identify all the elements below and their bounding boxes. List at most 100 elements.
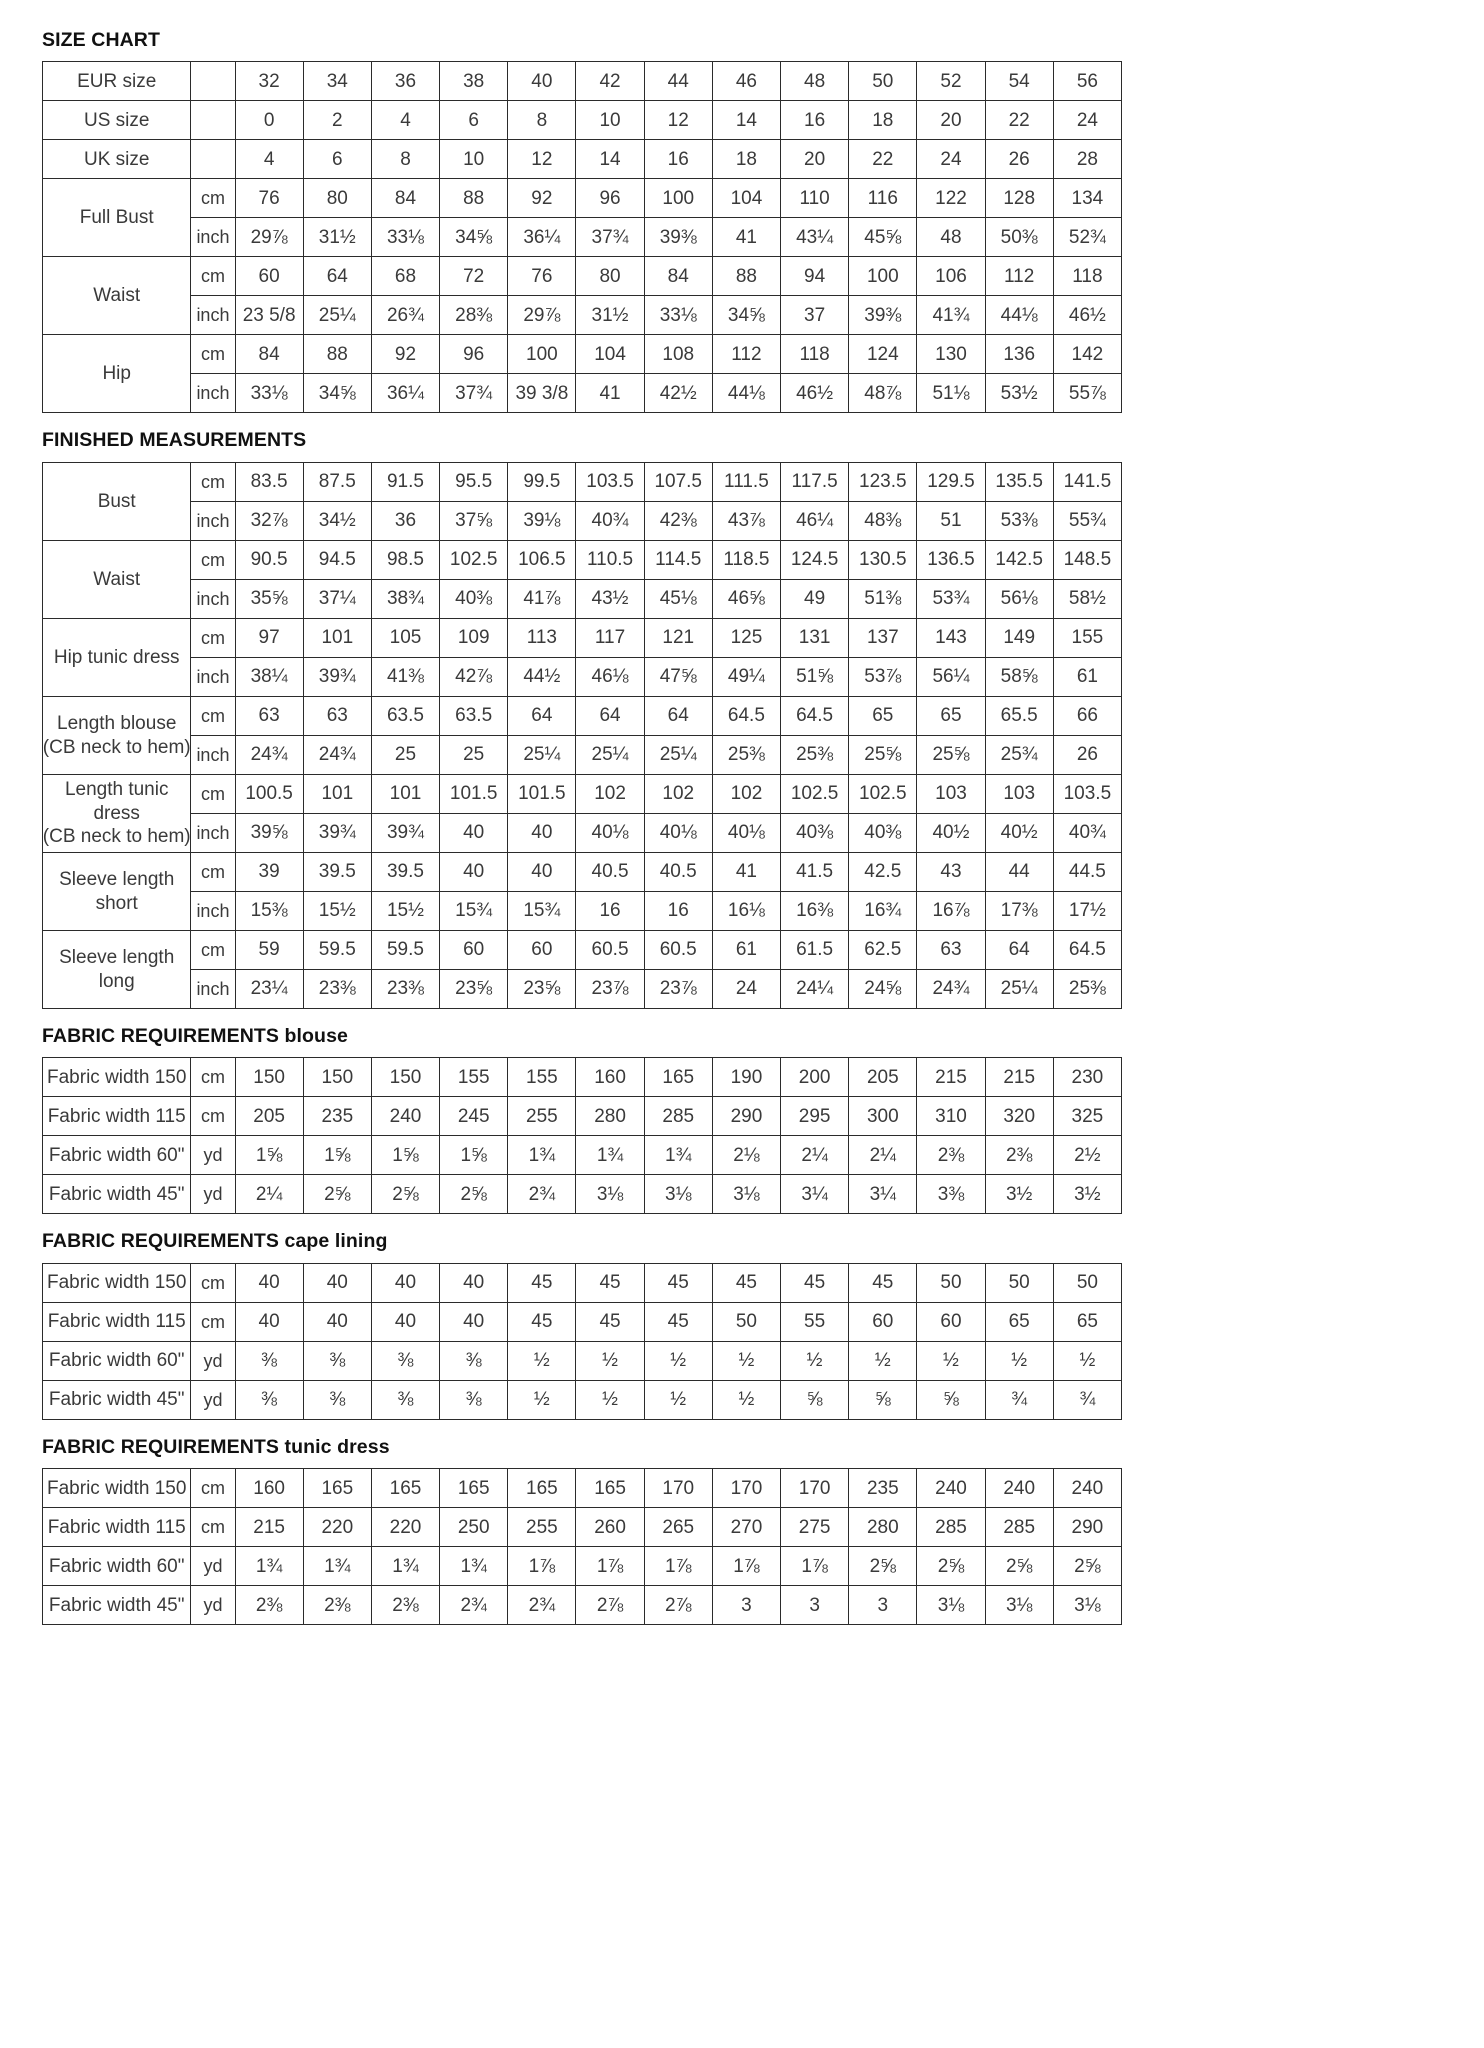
cell-value: 25⅝	[916, 734, 986, 775]
cell-value: 26¾	[370, 295, 441, 336]
section-title-main: FINISHED MEASUREMENTS	[42, 429, 307, 452]
cell-value: ½	[575, 1379, 645, 1420]
cell-value: 170	[780, 1468, 850, 1509]
cell-value: 1⅝	[370, 1135, 441, 1176]
row-label-line: dress	[93, 802, 140, 824]
cell-value: 40⅛	[643, 812, 713, 853]
cell-value: 28⅜	[439, 295, 509, 336]
row-unit: inch	[190, 656, 236, 697]
cell-value: 37¾	[575, 217, 645, 258]
table-row: US size 0 2 4 6 8 10 12 14 16 18 20 22 24	[41, 100, 1123, 141]
cell-value: ½	[848, 1340, 918, 1381]
cell-value: 16	[643, 890, 713, 931]
cell-value: 39⅝	[234, 812, 304, 853]
cell-value: 39¾	[302, 656, 372, 697]
cell-value: 15½	[370, 890, 441, 931]
table-row: inch 23¼ 23⅜ 23⅜ 23⅝ 23⅝ 23⅞ 23⅞ 24 24¼ 24⅝ 24¾ 25¼ 2…	[43, 968, 1123, 1009]
cell-value: 1⅞	[780, 1546, 850, 1587]
cell-value: 3⅜	[916, 1174, 986, 1215]
cell-value: 41¾	[916, 295, 986, 336]
cell-value: 46⅛	[575, 656, 645, 697]
cell-value: 64	[643, 695, 713, 736]
cell-value: 43½	[575, 578, 645, 619]
cell-value: 1¾	[575, 1135, 645, 1176]
cell-value: 2	[302, 100, 372, 141]
row-unit: cm	[190, 461, 236, 502]
cell-value: 40	[234, 1301, 304, 1342]
cell-value: 61	[1052, 656, 1123, 697]
cell-value: 255	[507, 1507, 577, 1548]
row-unit	[190, 61, 236, 102]
cell-value: 15¾	[439, 890, 509, 931]
cell-value: 63	[302, 695, 372, 736]
cell-value: 51⅝	[780, 656, 850, 697]
cell-value: ½	[711, 1379, 782, 1420]
cell-value: 24	[711, 968, 782, 1009]
cell-value: 23⅝	[439, 968, 509, 1009]
cell-value: 45	[848, 1262, 918, 1303]
table-row: Fabric width 60" yd 1⅝ 1⅝ 1⅝ 1⅝ 1¾ 1¾ 1¾ 2⅛ 2¼ 2¼ 2⅜…	[41, 1135, 1123, 1176]
cell-value: 55	[780, 1301, 850, 1342]
cell-value: 20	[916, 100, 986, 141]
section-title-suffix: blouse	[284, 1024, 348, 1047]
row-label: Fabric width 45"	[41, 1379, 192, 1420]
cell-value: 2⅜	[234, 1585, 304, 1626]
cell-value: 59.5	[302, 929, 372, 970]
table-row: Fabric width 115 cm 215 220 220 250 255 260 265 2…	[41, 1507, 1123, 1548]
cell-value: 36	[370, 61, 441, 102]
cell-value: 15¾	[507, 890, 577, 931]
cell-value: ⅜	[439, 1379, 509, 1420]
cell-value: 2¾	[507, 1174, 577, 1215]
cell-value: 24¾	[302, 734, 372, 775]
cell-value: 98.5	[370, 539, 441, 580]
cell-value: 1⅞	[643, 1546, 713, 1587]
cell-value: 94.5	[302, 539, 372, 580]
cell-value: 2⅝	[916, 1546, 986, 1587]
cell-value: ⅜	[234, 1379, 304, 1420]
cell-value: 64.5	[1052, 929, 1123, 970]
cell-value: 295	[780, 1096, 850, 1137]
cell-value: 24¼	[780, 968, 850, 1009]
cell-value: 23 5/8	[234, 295, 304, 336]
row-unit: cm	[190, 334, 236, 375]
cell-value: 25⅜	[711, 734, 782, 775]
row-unit: yd	[190, 1340, 236, 1381]
cell-value: 4	[370, 100, 441, 141]
row-label: Fabric width 115	[41, 1507, 192, 1548]
cell-value: 100	[507, 334, 577, 375]
row-unit: yd	[190, 1379, 236, 1420]
cell-value: 16¾	[848, 890, 918, 931]
cell-value: 155	[507, 1057, 577, 1098]
row-unit: inch	[190, 500, 236, 541]
cell-value: 104	[711, 178, 782, 219]
table-wrapper-size-chart: EUR size 32 34 36 38 40 42 44 46 48 50 52 54 56 US siz…	[41, 61, 1444, 414]
cell-value: 18	[848, 100, 918, 141]
cell-value: 130	[916, 334, 986, 375]
cell-value: 62.5	[848, 929, 918, 970]
cell-value: 25¼	[984, 968, 1054, 1009]
cell-value: 34½	[302, 500, 372, 541]
cell-value: 50	[984, 1262, 1054, 1303]
cell-value: 26	[984, 139, 1054, 180]
row-unit: inch	[190, 217, 236, 258]
cell-value: 50	[1052, 1262, 1123, 1303]
row-unit: yd	[190, 1585, 236, 1626]
cell-value: 40	[439, 812, 509, 853]
cell-value: ½	[643, 1379, 713, 1420]
cell-value: 41	[575, 373, 645, 414]
row-label: Fabric width 45"	[41, 1585, 192, 1626]
cell-value: 112	[711, 334, 782, 375]
cell-value: 40	[234, 1262, 304, 1303]
cell-value: 1¾	[302, 1546, 372, 1587]
row-unit	[190, 100, 236, 141]
cell-value: 40	[370, 1301, 441, 1342]
cell-value: 40	[507, 851, 577, 892]
cell-value: 2⅜	[370, 1585, 441, 1626]
cell-value: 84	[643, 256, 713, 297]
cell-value: 240	[1052, 1468, 1123, 1509]
cell-value: 110.5	[575, 539, 645, 580]
cell-value: 280	[848, 1507, 918, 1548]
row-unit: yd	[190, 1546, 236, 1587]
cell-value: 165	[575, 1468, 645, 1509]
cell-value: 26	[1052, 734, 1123, 775]
